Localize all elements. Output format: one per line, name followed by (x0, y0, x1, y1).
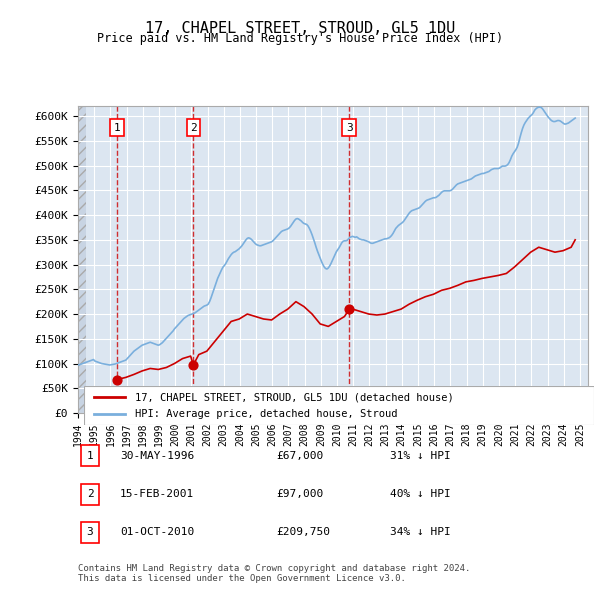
Text: Contains HM Land Registry data © Crown copyright and database right 2024.
This d: Contains HM Land Registry data © Crown c… (78, 563, 470, 583)
FancyBboxPatch shape (84, 386, 594, 425)
Text: 1: 1 (86, 451, 94, 461)
Text: 2: 2 (86, 489, 94, 499)
Text: 30-MAY-1996: 30-MAY-1996 (120, 451, 194, 461)
Text: Price paid vs. HM Land Registry's House Price Index (HPI): Price paid vs. HM Land Registry's House … (97, 32, 503, 45)
Point (112, 375, 122, 385)
Text: 01-OCT-2010: 01-OCT-2010 (120, 527, 194, 537)
Point (188, 360, 198, 370)
Point (344, 304, 354, 314)
Text: 17, CHAPEL STREET, STROUD, GL5 1DU: 17, CHAPEL STREET, STROUD, GL5 1DU (145, 21, 455, 35)
Text: £209,750: £209,750 (276, 527, 330, 537)
Text: £67,000: £67,000 (276, 451, 323, 461)
Text: 1: 1 (113, 123, 121, 133)
Text: 40% ↓ HPI: 40% ↓ HPI (390, 489, 451, 499)
Text: 15-FEB-2001: 15-FEB-2001 (120, 489, 194, 499)
Text: 3: 3 (346, 123, 353, 133)
Text: £97,000: £97,000 (276, 489, 323, 499)
Text: 17, CHAPEL STREET, STROUD, GL5 1DU (detached house): 17, CHAPEL STREET, STROUD, GL5 1DU (deta… (135, 392, 454, 402)
Text: HPI: Average price, detached house, Stroud: HPI: Average price, detached house, Stro… (135, 409, 398, 419)
Text: 34% ↓ HPI: 34% ↓ HPI (390, 527, 451, 537)
Text: 2: 2 (190, 123, 197, 133)
Text: 31% ↓ HPI: 31% ↓ HPI (390, 451, 451, 461)
Bar (78, 106, 86, 413)
Text: 3: 3 (86, 527, 94, 537)
